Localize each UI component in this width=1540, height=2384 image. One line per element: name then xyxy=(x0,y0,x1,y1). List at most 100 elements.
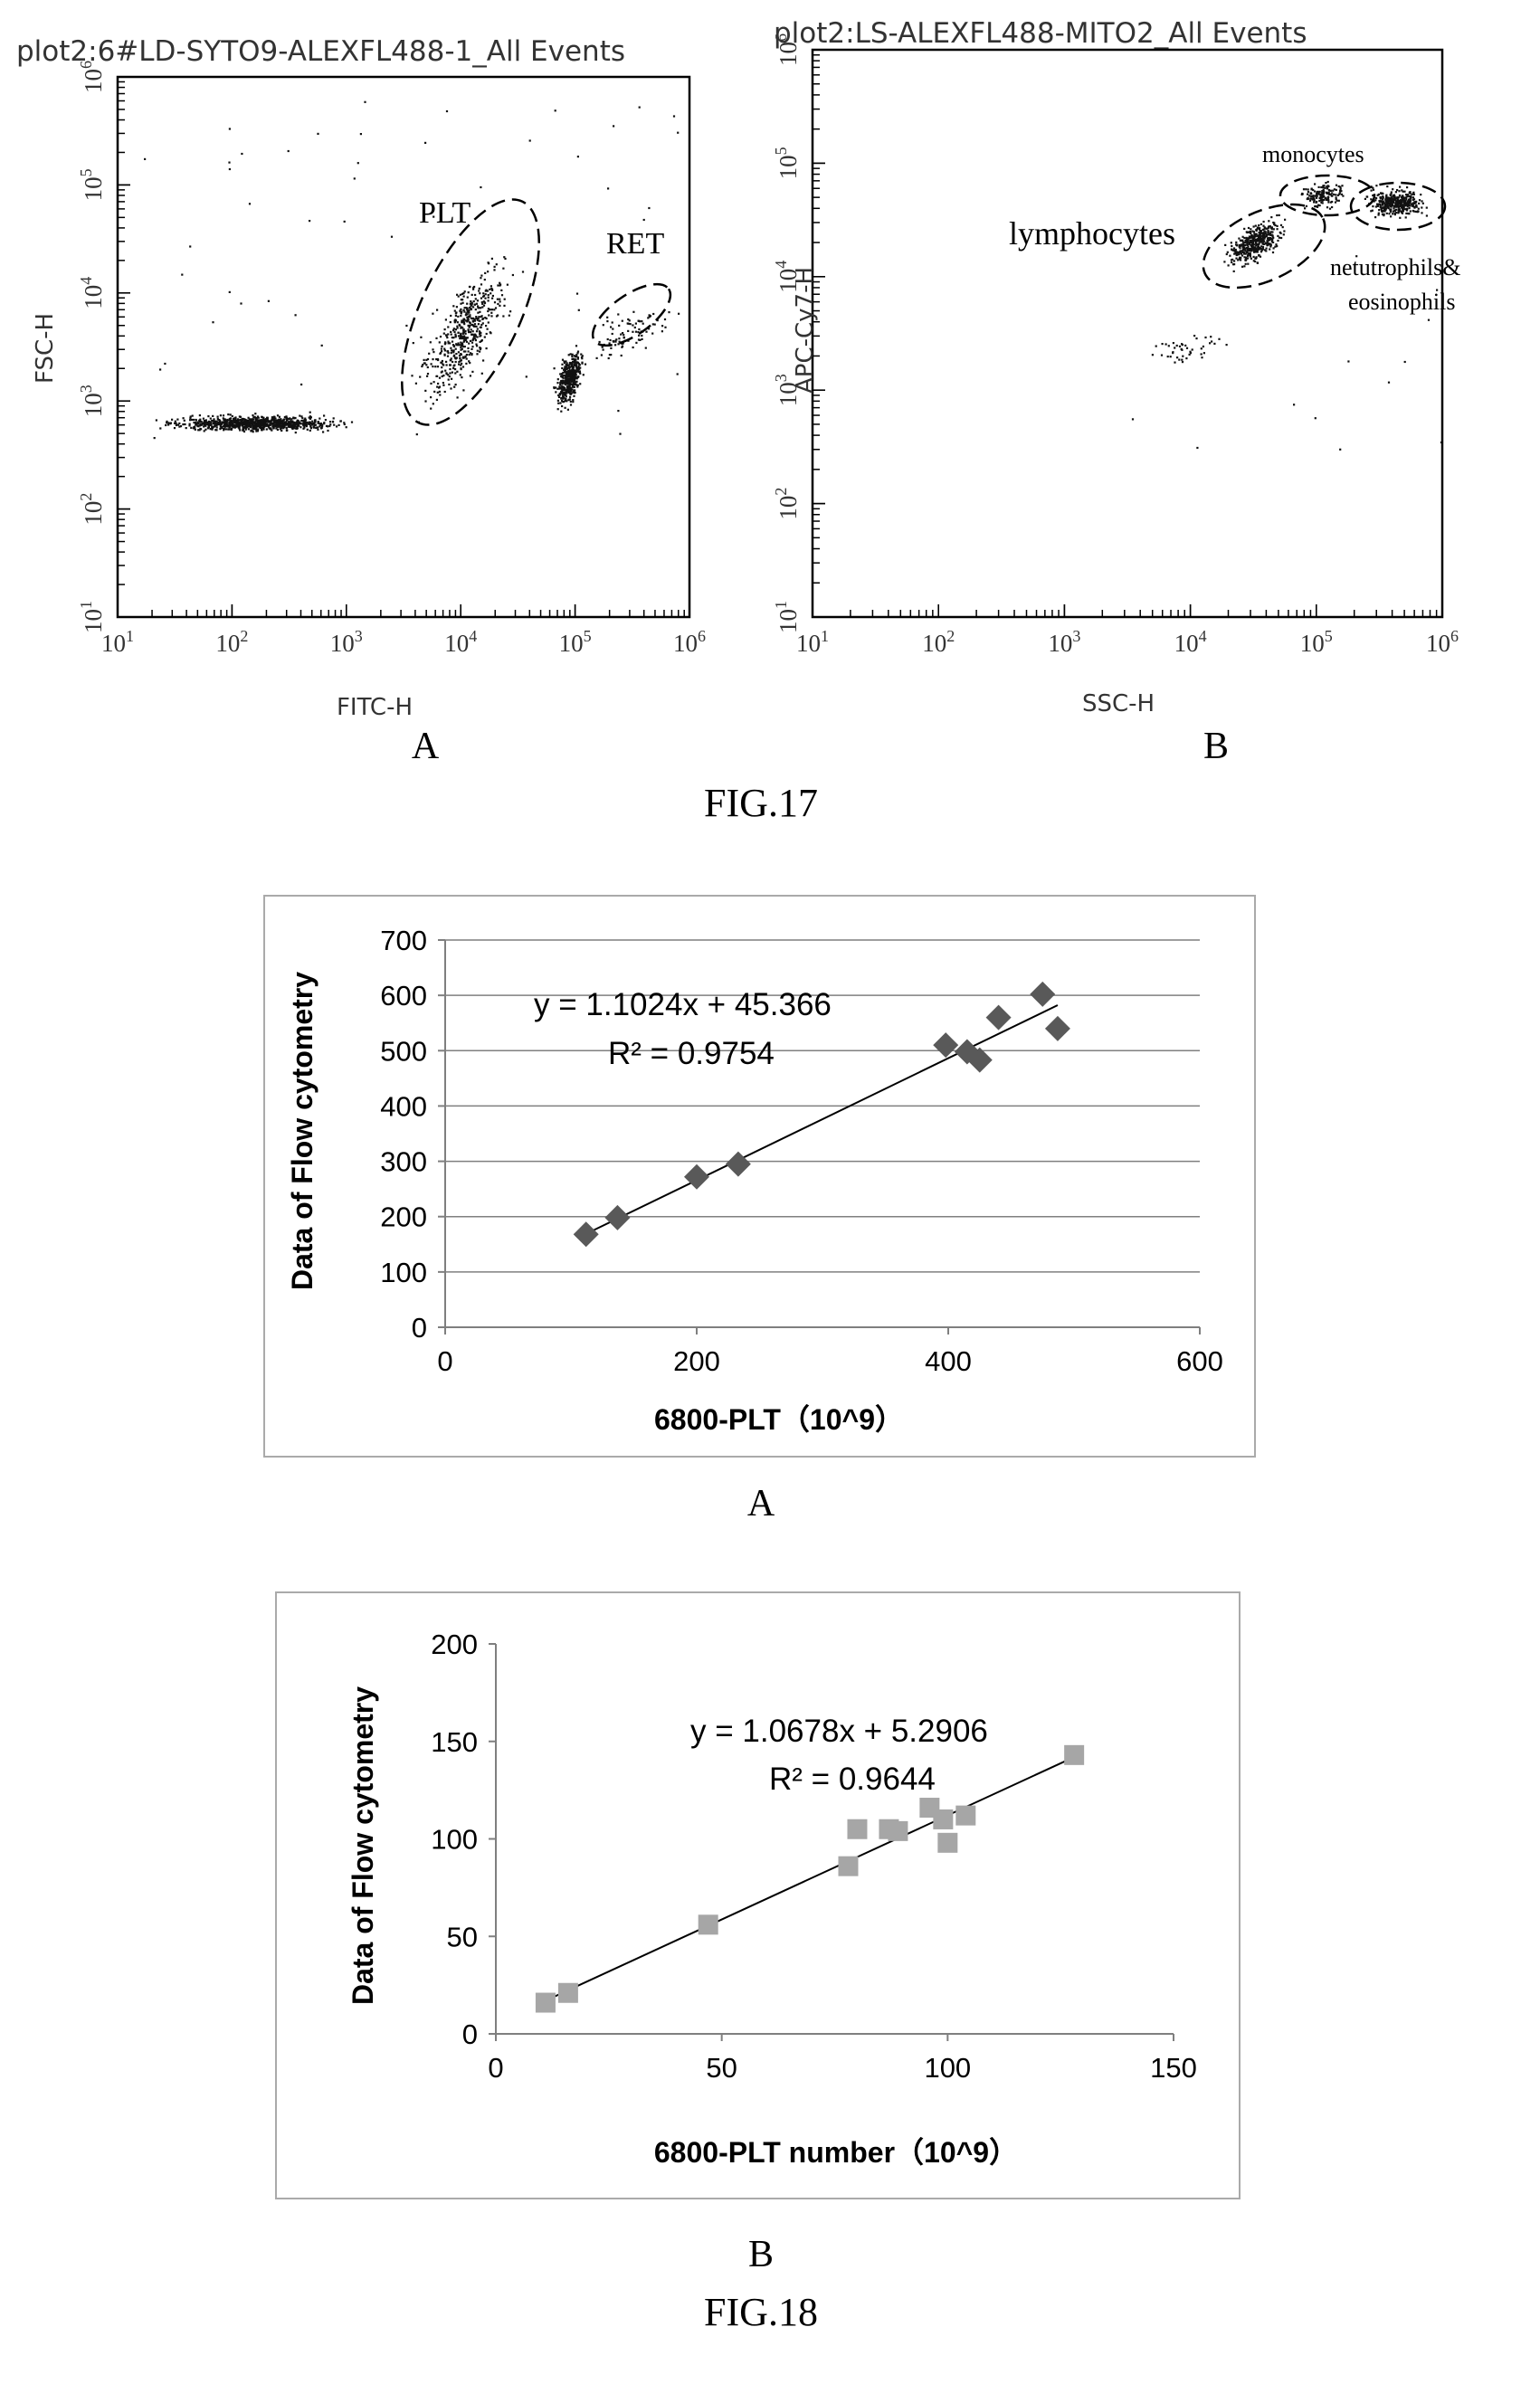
event-dot xyxy=(454,336,457,338)
event-dot xyxy=(1268,220,1270,223)
fig18a-r2: R² = 0.9754 xyxy=(608,1036,775,1071)
event-dot xyxy=(287,149,290,153)
event-dot xyxy=(610,347,613,349)
event-dot xyxy=(568,385,571,387)
event-dot xyxy=(648,328,651,330)
event-dot xyxy=(1392,213,1394,215)
event-dot xyxy=(1377,203,1380,205)
event-dot xyxy=(1261,242,1264,244)
event-dot xyxy=(449,359,452,362)
event-dot xyxy=(606,320,609,323)
event-dot xyxy=(1244,247,1247,250)
event-dot xyxy=(249,420,252,423)
fig18-caption: FIG.18 xyxy=(704,2290,818,2334)
event-dot xyxy=(475,316,478,318)
event-dot xyxy=(564,375,566,377)
data-point xyxy=(557,1982,578,2003)
event-dot xyxy=(179,425,183,428)
event-dot xyxy=(1378,201,1382,204)
event-dot xyxy=(1250,244,1253,247)
event-dot xyxy=(432,403,434,405)
event-dot xyxy=(1408,195,1411,198)
event-dot xyxy=(317,421,319,423)
event-dot xyxy=(1318,190,1321,193)
event-dot xyxy=(195,422,198,424)
event-dot xyxy=(575,373,577,375)
event-dot xyxy=(1233,260,1236,262)
event-dot xyxy=(1264,231,1267,233)
event-dot xyxy=(1314,205,1317,208)
event-dot xyxy=(473,303,476,306)
event-dot xyxy=(678,312,680,315)
event-dot xyxy=(440,347,442,350)
event-dot xyxy=(493,301,497,304)
event-dot xyxy=(257,416,260,419)
event-dot xyxy=(1261,233,1264,237)
event-dot xyxy=(582,374,585,376)
event-dot xyxy=(298,421,300,424)
event-dot xyxy=(446,350,449,353)
event-dot xyxy=(1225,344,1228,347)
event-dot xyxy=(1399,216,1402,219)
event-dot xyxy=(314,419,317,422)
event-dot xyxy=(451,340,454,343)
data-point xyxy=(937,1832,958,1853)
event-dot xyxy=(467,316,470,318)
event-dot xyxy=(1241,235,1244,238)
event-dot xyxy=(272,416,275,419)
event-dot xyxy=(1313,201,1316,204)
event-dot xyxy=(323,414,326,417)
event-dot xyxy=(312,426,316,429)
event-dot xyxy=(1252,231,1255,233)
event-dot xyxy=(1251,235,1254,238)
event-dot xyxy=(433,351,435,354)
event-dot xyxy=(576,352,579,355)
event-dot xyxy=(575,377,578,380)
event-dot xyxy=(240,418,242,421)
event-dot xyxy=(1391,199,1393,202)
event-dot xyxy=(1191,348,1193,351)
event-dot xyxy=(656,319,659,322)
event-dot xyxy=(453,364,456,366)
event-dot xyxy=(241,424,244,427)
event-dot xyxy=(447,340,450,343)
event-dot xyxy=(482,359,485,362)
event-dot xyxy=(565,390,567,393)
event-dot xyxy=(206,427,209,430)
event-dot xyxy=(1283,230,1286,233)
event-dot xyxy=(1341,185,1344,187)
event-dot xyxy=(1269,233,1271,235)
event-dot xyxy=(562,371,565,375)
event-dot xyxy=(238,415,241,418)
event-dot xyxy=(470,308,472,310)
event-dot xyxy=(618,324,621,327)
event-dot xyxy=(328,421,332,423)
event-dot xyxy=(1247,245,1250,248)
event-dot xyxy=(1305,188,1307,191)
event-dot xyxy=(564,384,566,386)
event-dot xyxy=(290,418,293,421)
event-dot xyxy=(1225,252,1228,256)
event-dot xyxy=(579,366,582,369)
event-dot xyxy=(243,418,246,421)
event-dot xyxy=(182,423,185,426)
event-dot xyxy=(576,362,579,365)
event-dot xyxy=(265,423,268,426)
event-dot xyxy=(1410,203,1412,205)
event-dot xyxy=(1218,337,1221,340)
event-dot xyxy=(1312,195,1315,199)
event-dot xyxy=(1254,242,1258,244)
event-dot xyxy=(1372,186,1374,189)
event-dot xyxy=(478,330,480,333)
event-dot xyxy=(565,373,567,375)
event-dot xyxy=(620,333,623,336)
event-dot xyxy=(642,218,645,222)
event-dot xyxy=(1242,248,1245,252)
event-dot xyxy=(480,347,482,350)
event-dot xyxy=(641,337,643,340)
event-dot xyxy=(451,377,453,380)
event-dot xyxy=(1421,200,1423,203)
event-dot xyxy=(566,375,569,378)
event-dot xyxy=(1383,210,1386,213)
event-dot xyxy=(1331,205,1334,209)
